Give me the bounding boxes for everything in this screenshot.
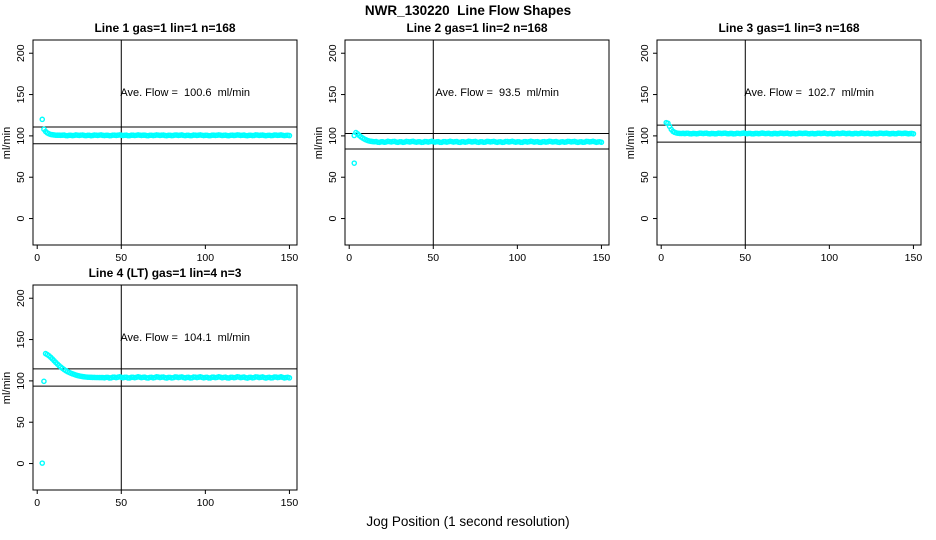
y-tick-label: 150: [327, 86, 339, 104]
y-axis-label-4: ml/min: [1, 371, 13, 404]
x-tick-label: 150: [593, 252, 611, 264]
x-tick-label: 50: [427, 252, 439, 264]
subplot-4: 0 50 100 150 0 50 100 150 200: [15, 284, 299, 509]
data-point: [598, 139, 605, 146]
data-point: [39, 116, 46, 123]
ave-flow-annotation-1: Ave. Flow = 100.6 ml/min: [120, 86, 251, 99]
y-tick-label: 150: [15, 86, 27, 104]
subplot-1: 0 50 100 150 0 50 100 150 200: [15, 39, 299, 264]
ave-flow-annotation-3: Ave. Flow = 102.7 ml/min: [744, 86, 875, 99]
ave-flow-annotation-2: Ave. Flow = 93.5 ml/min: [435, 86, 559, 99]
data-point: [351, 160, 358, 166]
plot-box: [32, 284, 298, 491]
y-tick-label: 50: [15, 171, 27, 183]
x-tick-label: 150: [281, 252, 299, 264]
x-tick-label: 100: [197, 497, 215, 509]
subplot-2: 0 50 100 150 0 50 100 150 200: [327, 39, 611, 264]
y-tick-label: 0: [327, 215, 339, 221]
y-tick-label: 100: [639, 127, 651, 145]
main-title: NWR_130220 Line Flow Shapes: [364, 3, 572, 18]
x-tick-label: 100: [197, 252, 215, 264]
x-tick-label: 0: [658, 252, 664, 264]
x-tick-label: 150: [281, 497, 299, 509]
data-point: [39, 460, 46, 466]
ave-flow-annotation-4: Ave. Flow = 104.1 ml/min: [120, 331, 251, 344]
x-tick-label: 150: [905, 252, 923, 264]
y-tick-label: 0: [15, 460, 27, 466]
y-tick-label: 200: [15, 289, 27, 307]
y-tick-label: 100: [327, 127, 339, 145]
y-tick-label: 200: [639, 44, 651, 62]
y-tick-label: 200: [15, 44, 27, 62]
y-tick-label: 100: [15, 127, 27, 145]
plot-box: [344, 39, 610, 246]
y-tick-label: 50: [15, 416, 27, 428]
data-point: [41, 378, 47, 385]
y-tick-label: 100: [15, 372, 27, 390]
y-tick-label: 50: [327, 171, 339, 183]
subplot-3: 0 50 100 150 0 50 100 150 200: [639, 39, 923, 264]
subplot-title-1: Line 1 gas=1 lin=1 n=168: [94, 21, 236, 35]
x-tick-label: 50: [115, 497, 127, 509]
data-series: [39, 116, 293, 139]
x-axis-label: Jog Position (1 second resolution): [366, 514, 570, 529]
data-point: [910, 130, 917, 137]
plot-box: [32, 39, 298, 246]
x-tick-label: 0: [34, 497, 40, 509]
subplot-title-2: Line 2 gas=1 lin=2 n=168: [406, 21, 548, 35]
subplot-title-3: Line 3 gas=1 lin=3 n=168: [718, 21, 860, 35]
y-axis-label-1: ml/min: [1, 126, 13, 159]
data-series: [663, 119, 917, 137]
subplot-title-4: Line 4 (LT) gas=1 lin=4 n=3: [88, 266, 242, 280]
data-point: [286, 375, 293, 381]
y-tick-label: 50: [639, 171, 651, 183]
y-tick-label: 200: [327, 44, 339, 62]
data-series: [351, 129, 605, 166]
x-tick-label: 50: [115, 252, 127, 264]
y-tick-label: 150: [15, 331, 27, 349]
x-tick-label: 50: [739, 252, 751, 264]
data-series: [39, 350, 293, 466]
data-point: [286, 132, 293, 139]
x-tick-label: 100: [509, 252, 527, 264]
y-tick-label: 0: [15, 215, 27, 221]
y-tick-label: 0: [639, 215, 651, 221]
y-tick-label: 150: [639, 86, 651, 104]
x-tick-label: 0: [34, 252, 40, 264]
x-tick-label: 100: [821, 252, 839, 264]
x-tick-label: 0: [346, 252, 352, 264]
y-axis-label-2: ml/min: [313, 126, 325, 159]
y-axis-label-3: ml/min: [625, 126, 637, 159]
